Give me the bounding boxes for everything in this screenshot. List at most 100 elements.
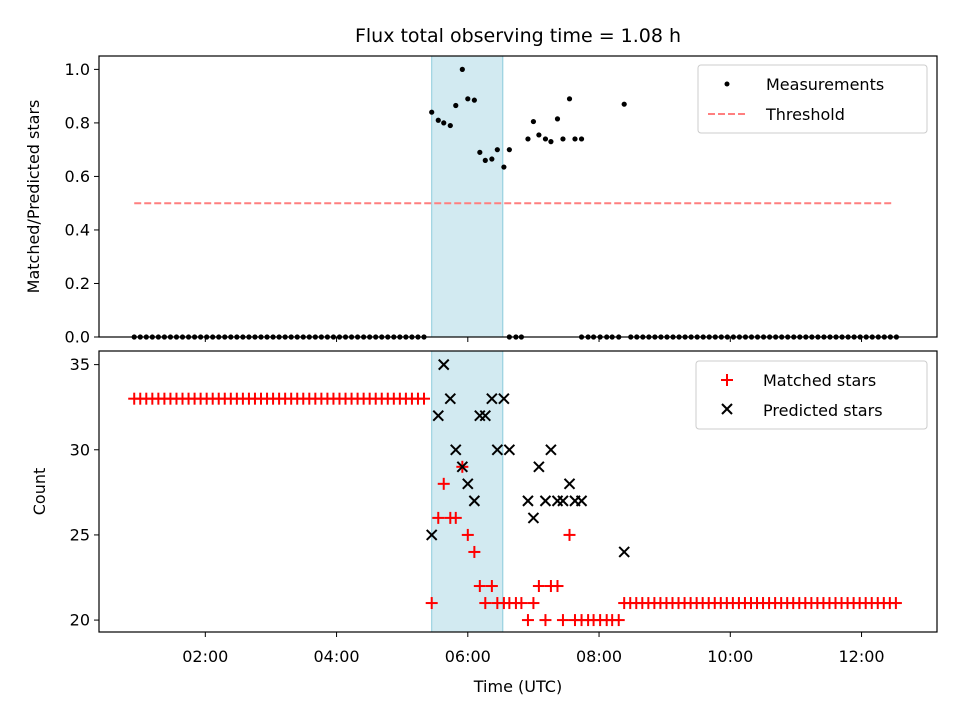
matched-star-marker bbox=[521, 614, 534, 627]
top-y-ticks: 0.0 0.2 0.4 0.6 0.8 1.0 bbox=[65, 60, 99, 347]
top-legend: Measurements Threshold bbox=[697, 64, 928, 134]
predicted-star-marker bbox=[539, 495, 552, 507]
measurement-point bbox=[482, 157, 488, 163]
matched-star-marker bbox=[532, 580, 545, 593]
y-tick-label: 1.0 bbox=[65, 60, 90, 79]
measurement-point bbox=[471, 97, 477, 103]
matched-stars-points bbox=[128, 392, 902, 627]
measurement-point bbox=[459, 66, 465, 72]
measurement-point bbox=[435, 117, 441, 123]
measurement-point bbox=[477, 149, 483, 155]
top-highlight-span bbox=[431, 55, 504, 338]
predicted-star-marker bbox=[498, 392, 510, 405]
matched-star-marker bbox=[527, 597, 540, 610]
measurement-point bbox=[525, 136, 531, 142]
matched-star-marker bbox=[485, 580, 498, 593]
measurement-point bbox=[560, 136, 566, 142]
predicted-star-marker bbox=[468, 495, 481, 507]
predicted-star-marker bbox=[479, 410, 492, 422]
predicted-star-marker bbox=[486, 392, 498, 405]
matched-star-marker bbox=[473, 580, 486, 593]
predicted-star-marker bbox=[551, 495, 564, 507]
chart-title: Flux total observing time = 1.08 h bbox=[355, 25, 681, 47]
y-tick-label: 25 bbox=[70, 525, 90, 544]
legend-matched-label: Matched stars bbox=[763, 371, 876, 390]
measurement-point bbox=[542, 136, 549, 142]
measurement-point bbox=[501, 164, 507, 170]
x-tick-label: 10:00 bbox=[707, 647, 753, 666]
x-tick-label: 12:00 bbox=[838, 647, 884, 666]
measurement-point bbox=[506, 147, 512, 153]
y-tick-label: 0.4 bbox=[65, 220, 90, 239]
predicted-star-marker bbox=[533, 461, 545, 473]
matched-star-marker bbox=[556, 614, 569, 627]
legend-predicted-marker bbox=[721, 403, 733, 415]
x-axis-label: Time (UTC) bbox=[473, 677, 562, 696]
x-tick-label: 08:00 bbox=[576, 647, 622, 666]
matched-star-marker bbox=[468, 545, 481, 558]
predicted-star-marker bbox=[425, 529, 438, 541]
y-tick-label: 0.0 bbox=[65, 328, 90, 347]
legend-predicted-label: Predicted stars bbox=[763, 401, 883, 420]
matched-star-marker bbox=[449, 511, 462, 524]
predicted-star-marker bbox=[503, 444, 516, 456]
matched-star-marker bbox=[418, 392, 431, 405]
y-tick-label: 35 bbox=[70, 355, 90, 374]
measurement-point bbox=[489, 156, 495, 162]
bottom-y-axis-label: Count bbox=[30, 468, 49, 516]
matched-star-marker bbox=[425, 597, 438, 610]
matched-star-marker bbox=[479, 597, 492, 610]
predicted-star-marker bbox=[527, 512, 540, 524]
top-legend-box bbox=[697, 64, 928, 134]
bottom-legend: Matched stars Predicted stars bbox=[695, 360, 928, 430]
top-plot-frame bbox=[98, 55, 938, 338]
predicted-star-marker bbox=[557, 495, 569, 507]
matched-star-marker bbox=[432, 511, 445, 524]
matched-star-marker bbox=[437, 477, 450, 490]
y-tick-label: 20 bbox=[70, 611, 90, 630]
predicted-star-marker bbox=[563, 478, 576, 490]
matched-star-marker bbox=[563, 528, 576, 541]
matched-star-marker bbox=[889, 597, 902, 610]
predicted-star-marker bbox=[575, 495, 588, 507]
x-tick-label: 04:00 bbox=[313, 647, 359, 666]
predicted-star-marker bbox=[491, 444, 504, 456]
measurement-point bbox=[465, 96, 471, 102]
predicted-stars-points bbox=[425, 358, 630, 558]
legend-measurements-label: Measurements bbox=[766, 75, 884, 94]
y-tick-label: 0.2 bbox=[65, 274, 90, 293]
bottom-y-ticks: 20 25 30 35 bbox=[70, 355, 99, 630]
y-tick-label: 0.6 bbox=[65, 167, 90, 186]
y-tick-label: 30 bbox=[70, 440, 90, 459]
legend-measurements-marker bbox=[724, 81, 730, 87]
measurement-point bbox=[530, 118, 537, 125]
measurement-point bbox=[572, 136, 578, 142]
measurement-point bbox=[494, 147, 500, 153]
measurement-point bbox=[536, 132, 542, 138]
measurement-point bbox=[429, 109, 435, 115]
measurement-point bbox=[621, 101, 627, 107]
legend-matched-marker bbox=[721, 374, 733, 386]
predicted-star-marker bbox=[444, 392, 457, 405]
legend-threshold-label: Threshold bbox=[765, 105, 845, 124]
matched-star-marker bbox=[539, 614, 552, 627]
bottom-x-ticks: 02:00 04:00 06:00 08:00 10:00 12:00 bbox=[182, 632, 885, 666]
measurement-point bbox=[453, 102, 459, 109]
measurement-point bbox=[447, 122, 453, 129]
top-panel: 0.0 0.2 0.4 0.6 0.8 1.0 Matched/Predicted sta… bbox=[24, 55, 938, 347]
measurement-point bbox=[441, 120, 447, 126]
bottom-plot-frame bbox=[98, 350, 938, 633]
predicted-star-marker bbox=[456, 461, 469, 473]
predicted-star-marker bbox=[545, 444, 557, 456]
measurement-point bbox=[554, 116, 561, 122]
bottom-legend-box bbox=[695, 360, 928, 430]
top-x-ticks bbox=[204, 337, 863, 342]
x-tick-label: 06:00 bbox=[445, 647, 491, 666]
matched-star-marker bbox=[612, 614, 625, 627]
x-tick-label: 02:00 bbox=[182, 647, 228, 666]
matched-star-marker bbox=[515, 597, 528, 610]
predicted-star-marker bbox=[432, 410, 444, 422]
measurement-point bbox=[578, 136, 585, 142]
